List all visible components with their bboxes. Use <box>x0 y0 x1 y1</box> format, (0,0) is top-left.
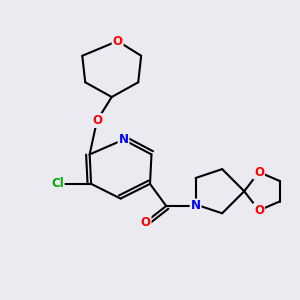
Text: N: N <box>190 200 201 212</box>
Text: O: O <box>141 216 151 229</box>
Text: O: O <box>254 204 264 217</box>
Text: Cl: Cl <box>51 177 64 190</box>
Text: O: O <box>92 114 102 127</box>
Text: O: O <box>254 166 264 178</box>
Text: O: O <box>112 34 123 48</box>
Text: N: N <box>118 133 128 146</box>
